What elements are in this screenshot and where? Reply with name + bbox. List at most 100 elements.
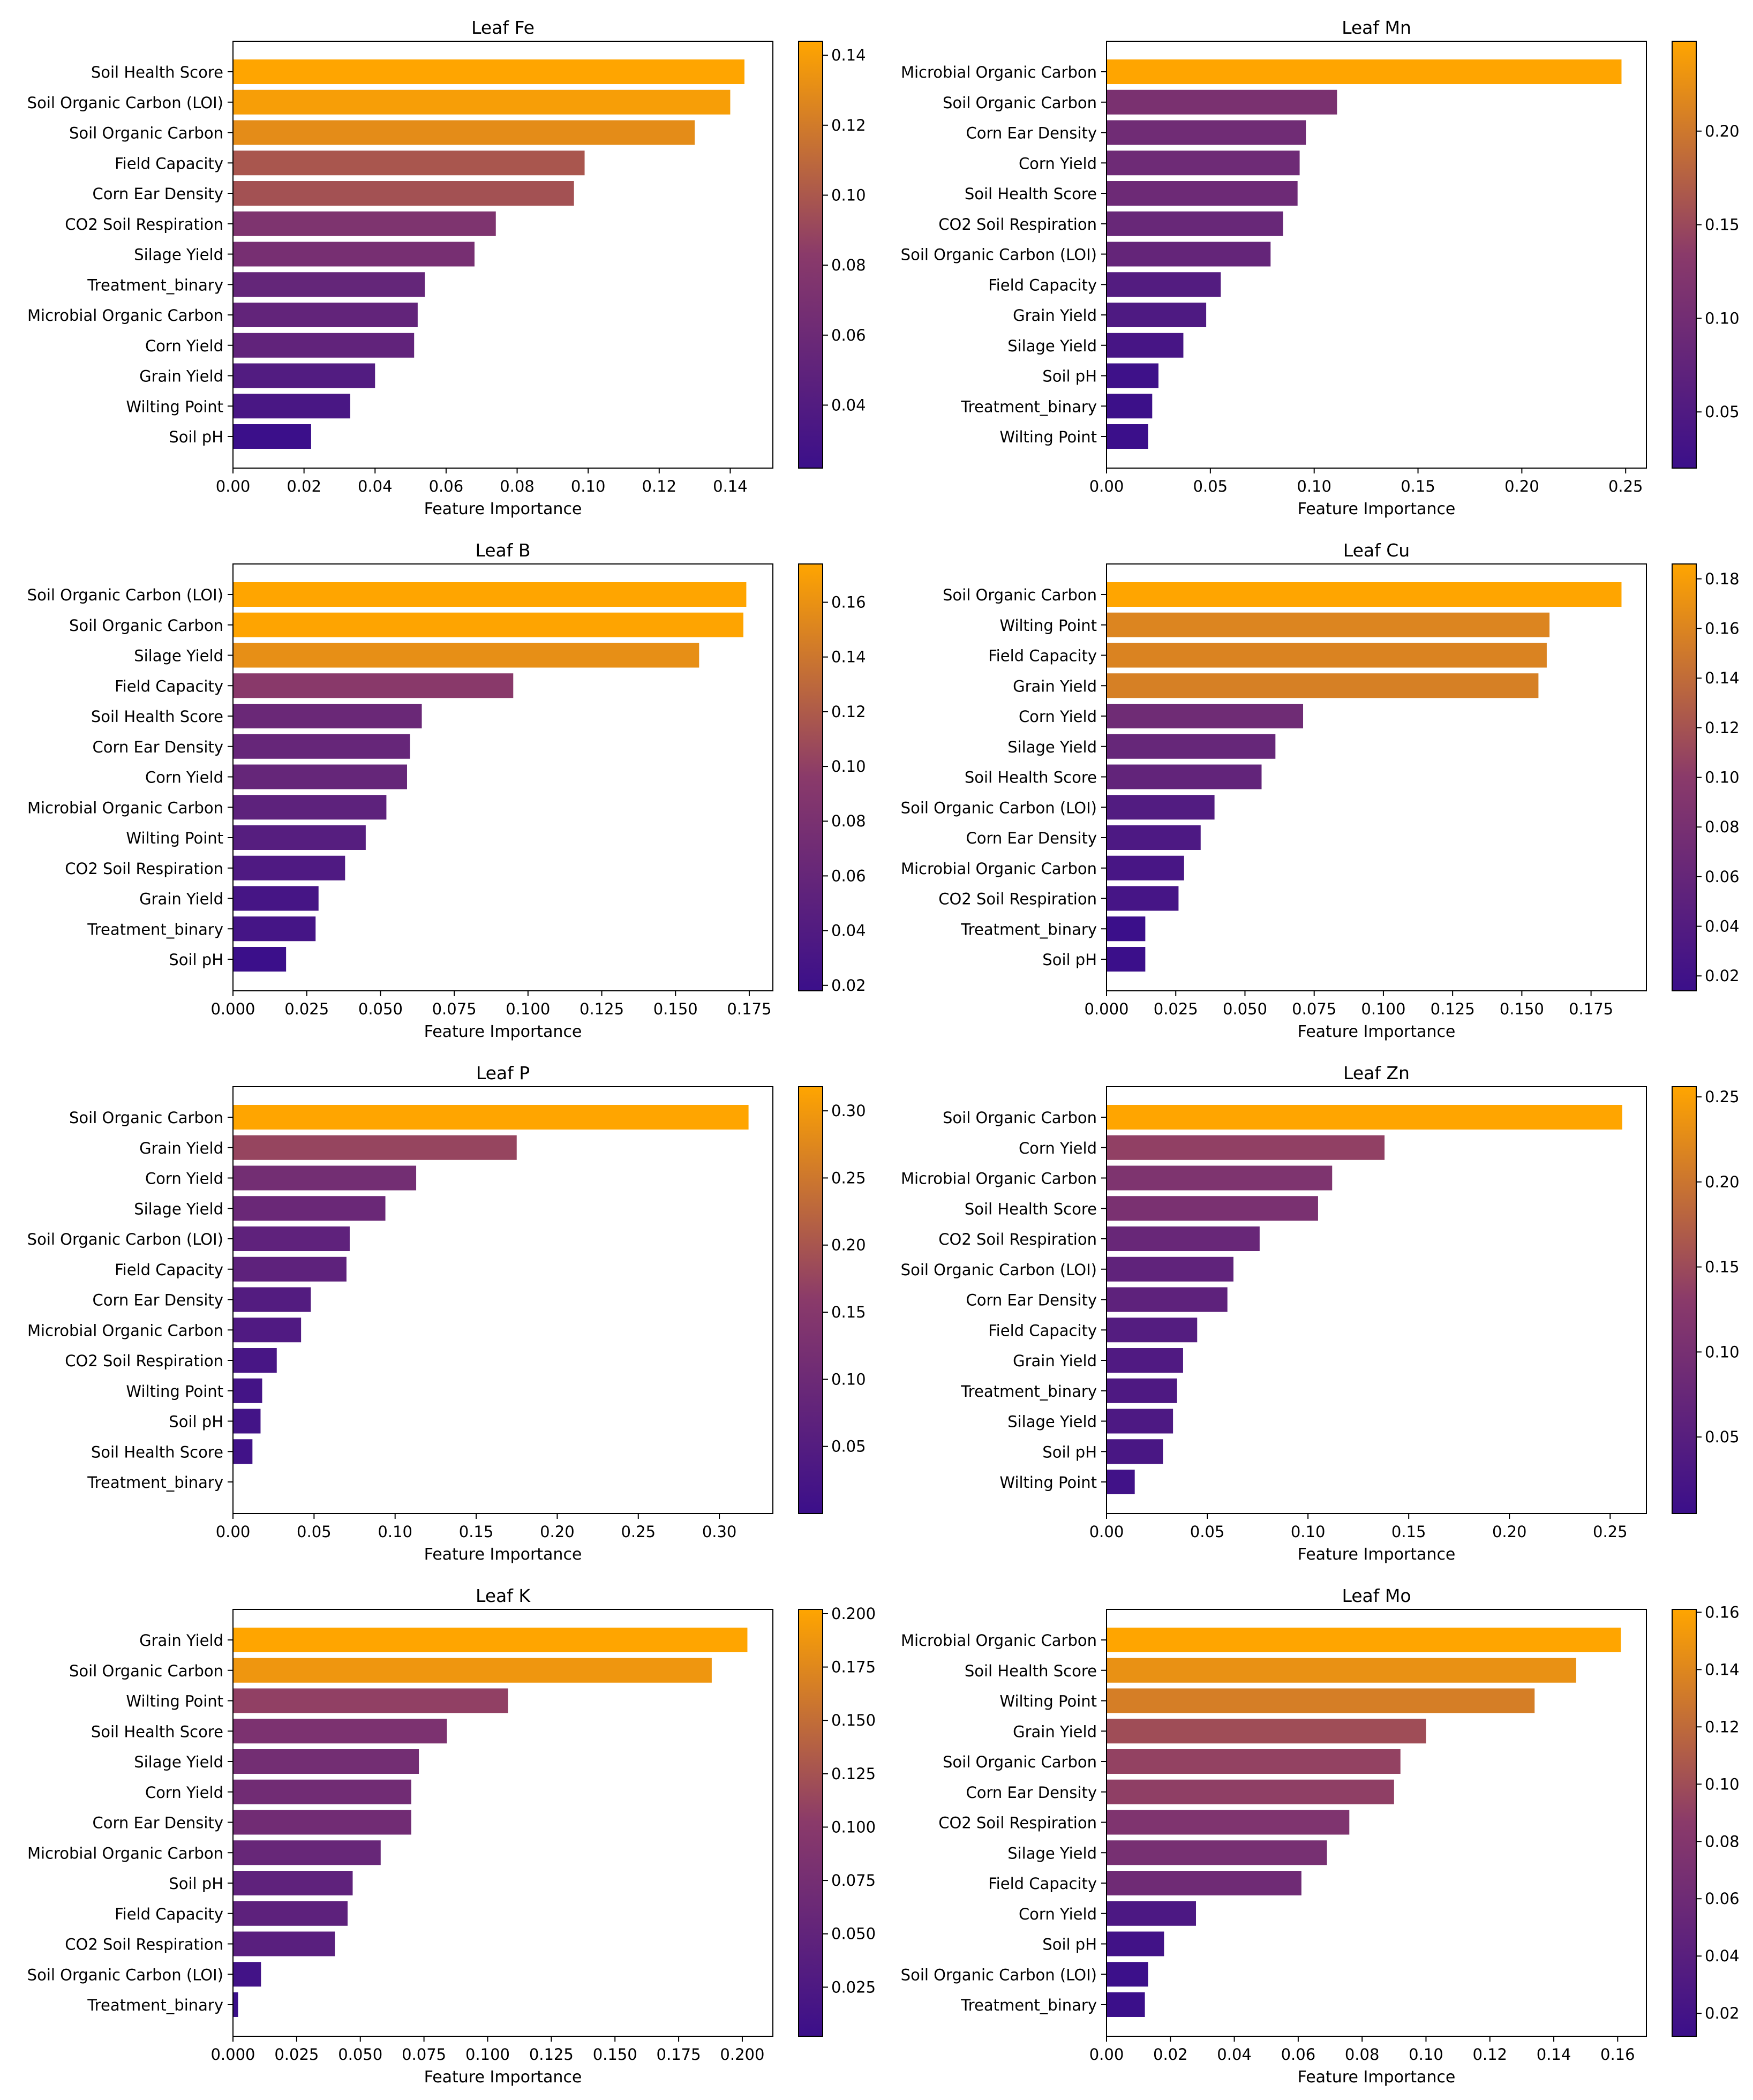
bar: [1107, 394, 1153, 419]
colorbar: [798, 1609, 823, 2037]
x-tick-label: 0.00: [216, 477, 251, 495]
x-tick-label: 0.00: [1089, 1523, 1124, 1541]
colorbar-tick-label: 0.12: [831, 116, 866, 134]
bar: [1107, 704, 1304, 728]
bar: [1107, 643, 1547, 668]
x-tick-label: 0.150: [1500, 1000, 1544, 1018]
x-tick-label: 0.05: [1193, 477, 1228, 495]
category-label: Microbial Organic Carbon: [901, 1631, 1097, 1650]
x-axis-label: Feature Importance: [1298, 1022, 1456, 1041]
x-tick-label: 0.00: [216, 1523, 251, 1541]
x-tick-label: 0.10: [1409, 2045, 1443, 2064]
plot-frame: [232, 1609, 773, 2037]
x-tick-label: 0.16: [1600, 2045, 1635, 2064]
colorbar-tick-label: 0.14: [1705, 1660, 1740, 1679]
plot-frame: [232, 1086, 773, 1514]
bar: [1107, 1688, 1535, 1713]
bar: [1107, 1439, 1163, 1464]
bar: [233, 394, 350, 419]
category-label: Soil Organic Carbon (LOI): [27, 94, 223, 112]
colorbar-tick-label: 0.06: [1705, 1890, 1740, 1908]
category-label: CO2 Soil Respiration: [938, 890, 1097, 908]
category-label: CO2 Soil Respiration: [938, 215, 1097, 234]
category-label: CO2 Soil Respiration: [65, 1352, 223, 1370]
category-label: Grain Yield: [1013, 1352, 1097, 1370]
x-tick-label: 0.150: [593, 2045, 637, 2064]
category-label: Silage Yield: [134, 1753, 223, 1771]
bar: [1107, 1992, 1145, 2017]
x-tick-label: 0.14: [1537, 2045, 1571, 2064]
bar: [1107, 211, 1283, 236]
category-label: Microbial Organic Carbon: [27, 1321, 223, 1339]
bar: [233, 1901, 348, 1926]
category-label: Soil Organic Carbon (LOI): [901, 1261, 1097, 1279]
category-label: Corn Yield: [145, 1170, 223, 1188]
colorbar-tick-label: 0.05: [1705, 1428, 1740, 1446]
x-tick-label: 0.175: [727, 1000, 771, 1018]
colorbar-tick-label: 0.15: [831, 1303, 866, 1321]
category-label: Field Capacity: [115, 1261, 223, 1279]
colorbar-tick-label: 0.06: [831, 867, 866, 885]
bar: [233, 947, 287, 972]
bar: [233, 916, 316, 942]
x-tick-label: 0.20: [1492, 1523, 1527, 1541]
category-label: Soil pH: [1042, 367, 1097, 386]
category-label: Silage Yield: [134, 1200, 223, 1218]
bar: [233, 734, 410, 759]
bar: [1107, 1810, 1350, 1835]
category-label: Soil Organic Carbon (LOI): [27, 1966, 223, 1984]
bar: [233, 1840, 381, 1865]
category-label: Soil Health Score: [91, 1722, 223, 1741]
bar: [233, 1196, 386, 1221]
bar: [1107, 303, 1207, 327]
category-label: Wilting Point: [999, 428, 1097, 446]
colorbar-tick-label: 0.14: [831, 648, 866, 666]
plot-frame: [1106, 41, 1647, 469]
category-label: Corn Ear Density: [966, 1783, 1097, 1802]
category-label: Treatment_binary: [960, 920, 1097, 938]
x-axis-label: Feature Importance: [424, 1022, 582, 1041]
category-label: Soil pH: [169, 951, 223, 969]
bar: [233, 89, 731, 115]
category-label: Treatment_binary: [87, 920, 223, 938]
category-label: Soil Health Score: [965, 1200, 1097, 1218]
category-label: Corn Ear Density: [93, 1814, 224, 1832]
bar: [1107, 89, 1337, 115]
bar: [233, 1165, 417, 1191]
x-tick-label: 0.075: [402, 2045, 446, 2064]
category-label: Field Capacity: [988, 1321, 1097, 1339]
bar: [1107, 916, 1146, 942]
x-tick-label: 0.15: [459, 1523, 494, 1541]
bar: [233, 1688, 508, 1713]
bar: [233, 120, 695, 145]
x-tick-label: 0.000: [210, 1000, 255, 1018]
category-label: Wilting Point: [999, 1692, 1097, 1711]
category-label: Field Capacity: [115, 1905, 223, 1923]
bar: [1107, 764, 1262, 789]
x-tick-label: 0.125: [580, 1000, 624, 1018]
category-label: Corn Ear Density: [93, 185, 224, 203]
category-label: CO2 Soil Respiration: [938, 1230, 1097, 1248]
x-tick-label: 0.050: [1223, 1000, 1267, 1018]
bar: [1107, 333, 1184, 358]
bar: [1107, 424, 1148, 449]
bar: [1107, 825, 1201, 850]
category-label: Soil Organic Carbon: [69, 616, 223, 635]
category-label: Soil Organic Carbon (LOI): [901, 1966, 1097, 1984]
bar: [1107, 1165, 1333, 1191]
category-label: Soil Organic Carbon: [69, 1662, 223, 1680]
category-label: Treatment_binary: [87, 1996, 223, 2014]
bar: [1107, 150, 1300, 176]
colorbar: [1672, 1609, 1697, 2037]
x-tick-label: 0.025: [1154, 1000, 1198, 1018]
chart-panel: Leaf Mo Microbial Organic Carbon Soil Heal…: [901, 1585, 1740, 2087]
category-label: Soil Organic Carbon (LOI): [901, 799, 1097, 817]
colorbar-tick-label: 0.14: [1705, 669, 1740, 687]
bar: [1107, 120, 1306, 145]
x-tick-label: 0.02: [1153, 2045, 1188, 2064]
bar: [1107, 1287, 1228, 1312]
x-tick-label: 0.10: [571, 477, 606, 495]
bar: [233, 1658, 712, 1683]
category-label: Grain Yield: [139, 890, 223, 908]
x-tick-label: 0.200: [720, 2045, 764, 2064]
